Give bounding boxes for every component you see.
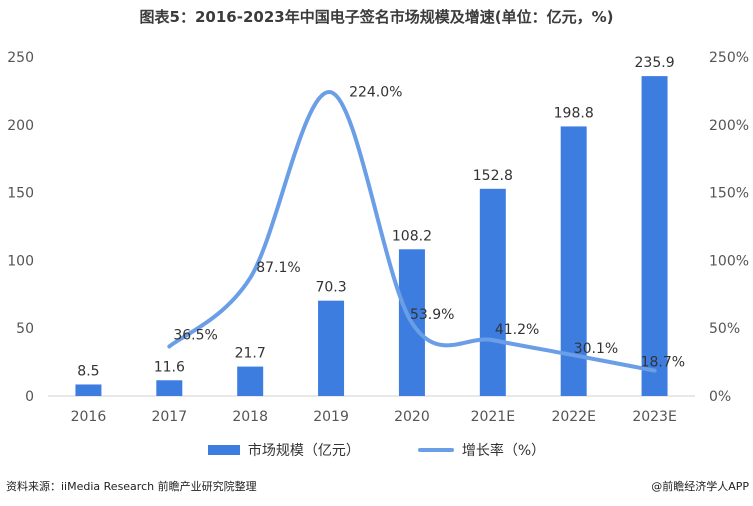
legend-line-swatch xyxy=(417,448,454,452)
growth-rate-line xyxy=(167,90,657,373)
bar xyxy=(560,126,587,397)
bar-data-label: 70.3 xyxy=(315,280,346,296)
bar xyxy=(156,380,183,396)
bar-data-label: 21.7 xyxy=(235,346,266,362)
legend-item-bar: 市场规模（亿元） xyxy=(207,440,360,460)
y-left-tick-label: 150 xyxy=(7,186,34,202)
legend-bar-label: 市场规模（亿元） xyxy=(247,443,360,459)
line-data-label: 87.1% xyxy=(256,260,300,276)
x-tick-label: 2020 xyxy=(394,409,430,425)
y-right-tick-label: 200% xyxy=(709,118,749,134)
line-data-label: 41.2% xyxy=(495,322,539,338)
y-left-tick-label: 0 xyxy=(25,389,34,405)
bar-data-label: 108.2 xyxy=(392,228,432,244)
line-data-label: 224.0% xyxy=(349,84,402,100)
bar xyxy=(75,384,102,396)
bar-data-label: 198.8 xyxy=(554,105,594,121)
y-right-tick-label: 150% xyxy=(709,186,749,202)
bar xyxy=(318,300,345,396)
x-tick-label: 2021E xyxy=(471,409,515,425)
y-right-tick-label: 250% xyxy=(709,50,749,66)
line-data-label: 18.7% xyxy=(641,355,685,371)
x-tick-label: 2016 xyxy=(71,409,107,425)
chart-title: 图表5：2016-2023年中国电子签名市场规模及增速(单位：亿元，%) xyxy=(139,8,614,26)
line-data-label: 53.9% xyxy=(410,307,454,323)
legend-item-line: 增长率（%） xyxy=(417,440,546,460)
x-tick-label: 2018 xyxy=(232,409,268,425)
x-tick-label: 2017 xyxy=(151,409,187,425)
x-tick-label: 2022E xyxy=(551,409,595,425)
legend-bar-swatch xyxy=(207,445,240,455)
y-left-tick-label: 250 xyxy=(7,50,34,66)
legend-line-label: 增长率（%） xyxy=(461,443,546,459)
line-data-label: 30.1% xyxy=(574,341,618,357)
source-note: 资料来源：iiMedia Research 前瞻产业研究院整理 xyxy=(6,480,257,493)
y-right-tick-label: 100% xyxy=(709,253,749,269)
bar-data-label: 152.8 xyxy=(473,168,513,184)
y-left-tick-label: 200 xyxy=(7,118,34,134)
bar xyxy=(641,76,668,396)
y-left-tick-label: 50 xyxy=(16,321,34,337)
y-left-tick-label: 100 xyxy=(7,253,34,269)
bar-data-label: 235.9 xyxy=(635,55,675,71)
credit-note: @前瞻经济学人APP xyxy=(651,480,749,493)
line-data-label: 36.5% xyxy=(173,328,217,344)
bar-data-label: 11.6 xyxy=(154,359,185,375)
y-right-tick-label: 50% xyxy=(709,321,740,337)
x-tick-label: 2019 xyxy=(313,409,349,425)
bar xyxy=(237,366,264,396)
bar xyxy=(479,188,506,396)
chart-legend: 市场规模（亿元） 增长率（%） xyxy=(0,440,753,460)
y-right-tick-label: 0% xyxy=(709,389,731,405)
bar-data-label: 8.5 xyxy=(77,363,99,379)
x-tick-label: 2023E xyxy=(632,409,676,425)
